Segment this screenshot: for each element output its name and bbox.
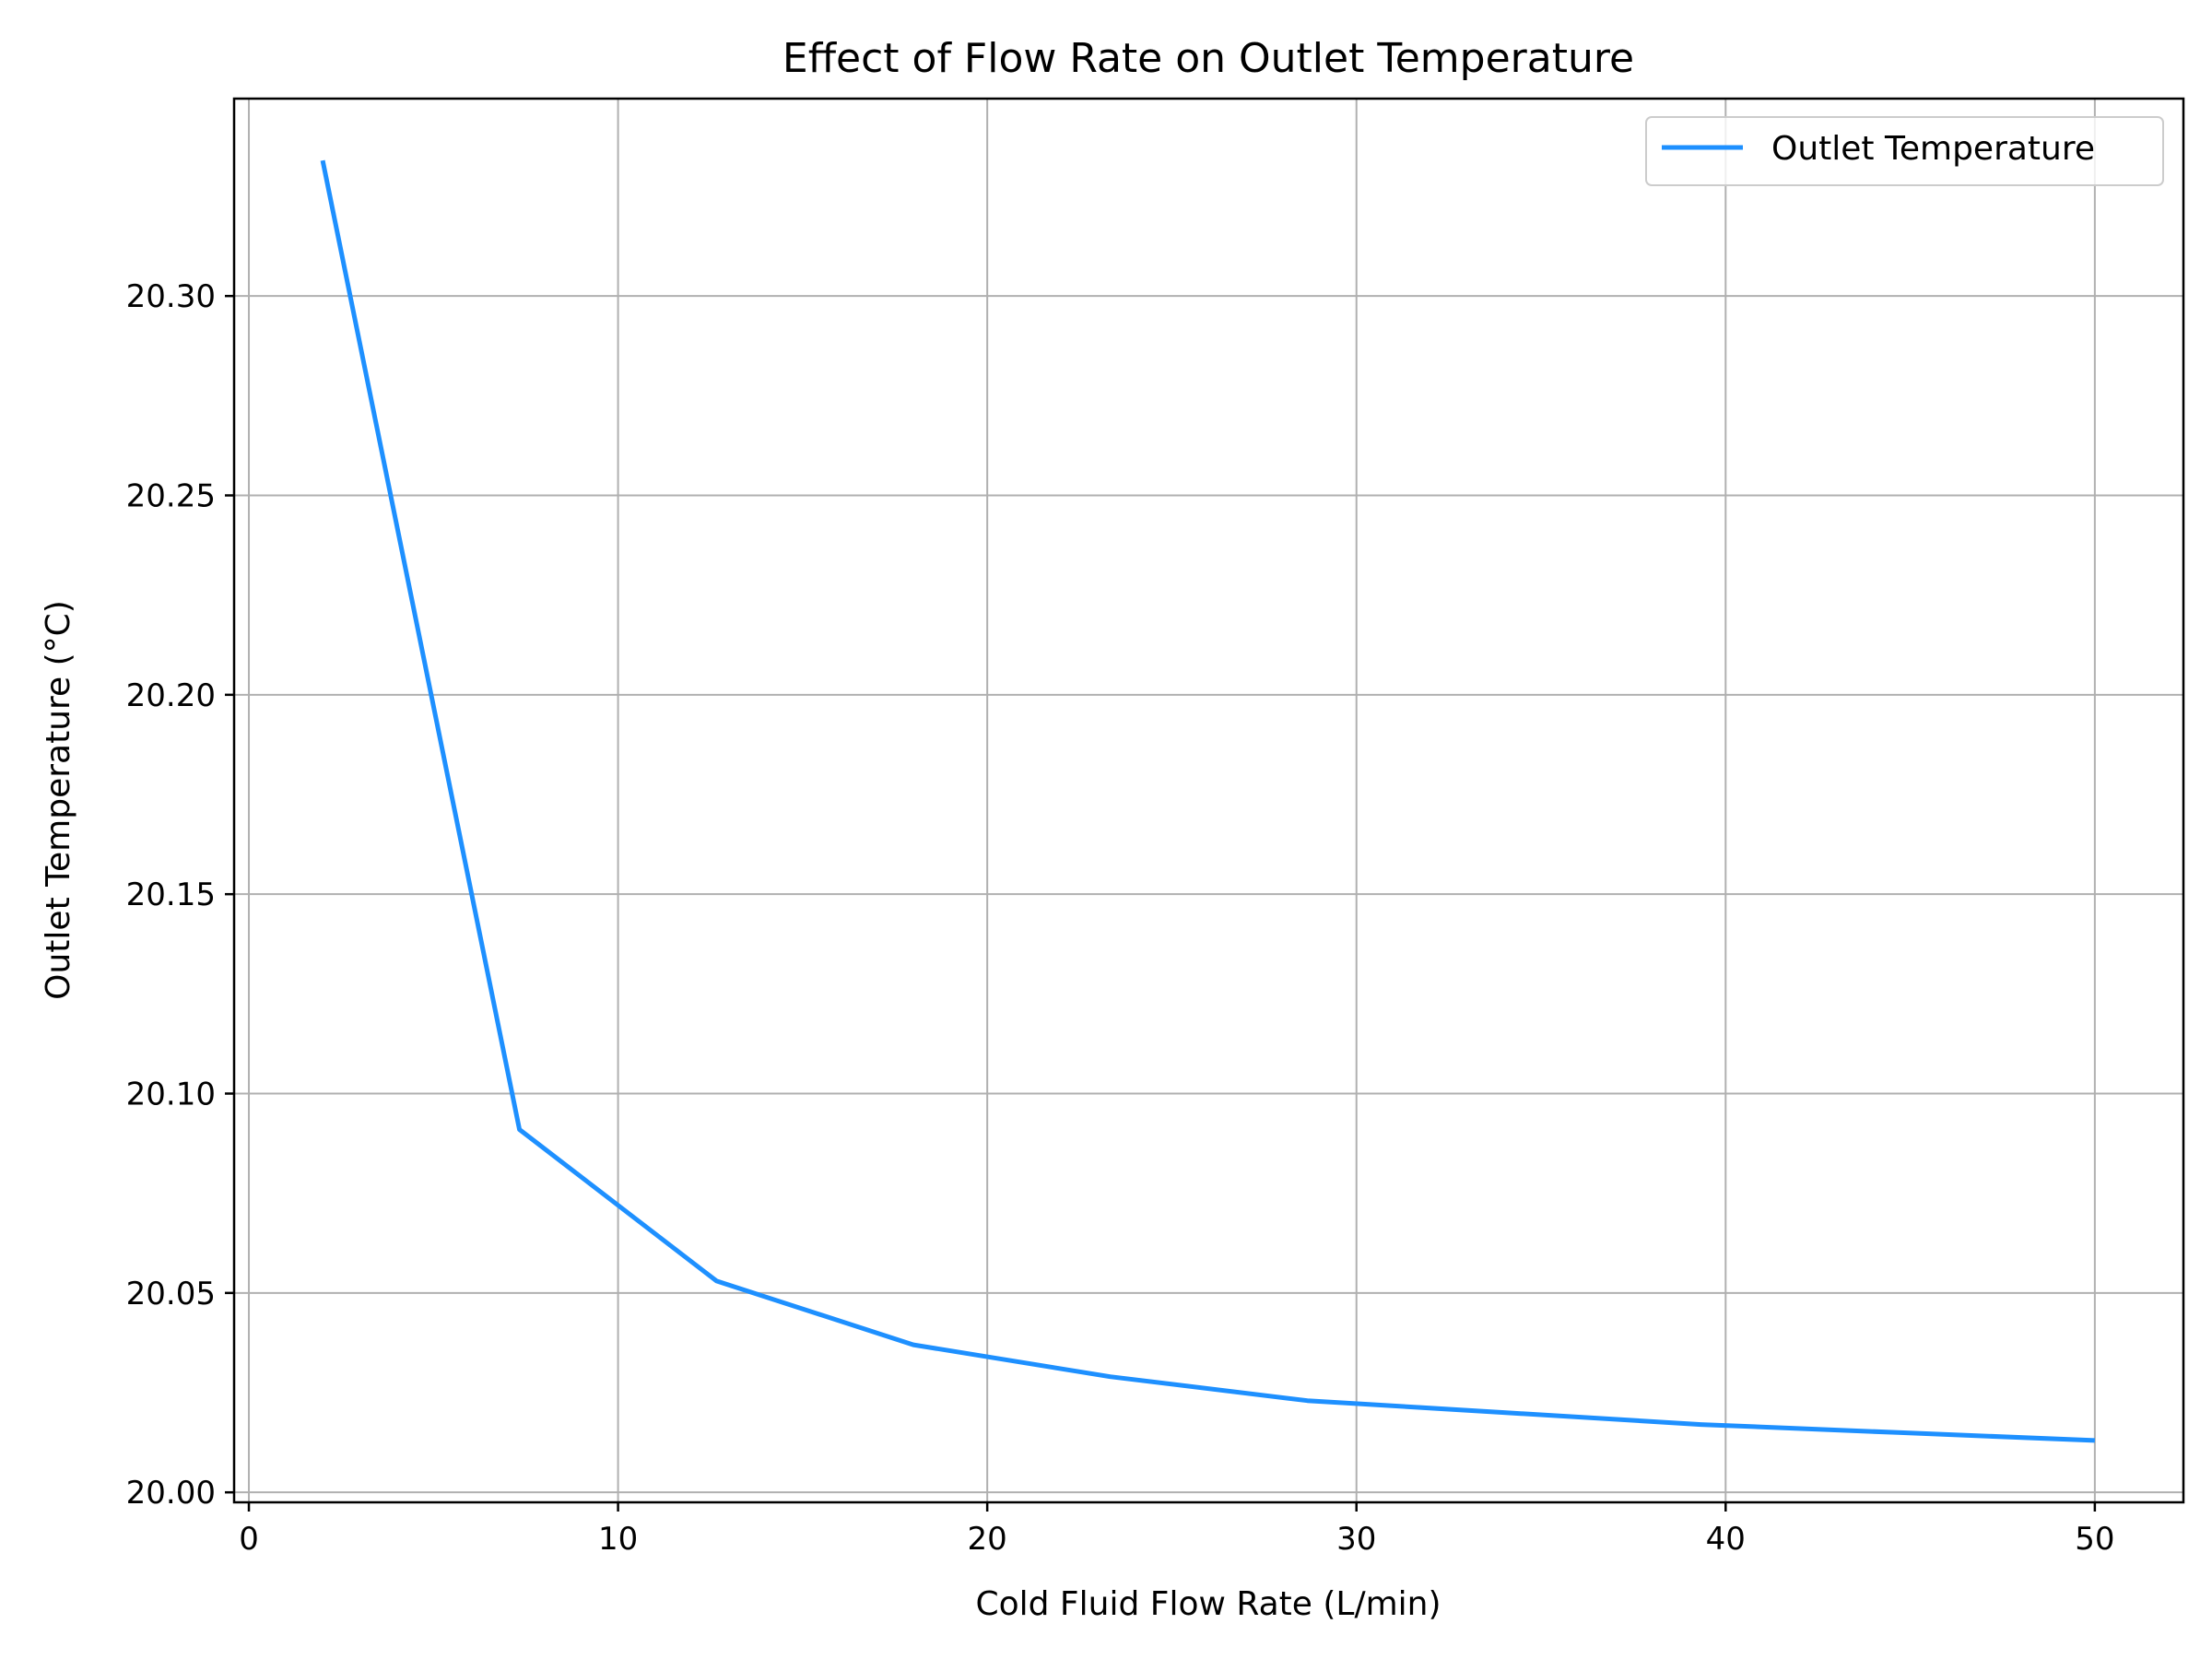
grid-lines: [234, 99, 2183, 1502]
x-tick-label: 30: [1336, 1521, 1376, 1558]
x-tick-label: 20: [968, 1521, 1007, 1558]
x-axis-label: Cold Fluid Flow Rate (L/min): [975, 1585, 1441, 1623]
legend-box: [1645, 116, 2164, 186]
legend: Outlet Temperature: [1645, 116, 2164, 186]
series-line: [320, 159, 2096, 1443]
y-tick-label: 20.15: [126, 877, 216, 913]
plot-frame: [232, 97, 2185, 1504]
x-axis-ticks: 0 10 20 30 40 50: [239, 1502, 2114, 1558]
y-tick-label: 20.30: [126, 278, 216, 315]
y-tick-label: 20.00: [126, 1475, 216, 1512]
x-tick-label: 50: [2075, 1521, 2114, 1558]
x-tick-label: 0: [239, 1521, 259, 1558]
y-tick-label: 20.05: [126, 1276, 216, 1312]
y-axis-label: Outlet Temperature (°C): [40, 600, 77, 1000]
legend-label: Outlet Temperature: [1771, 130, 2095, 168]
x-tick-label: 10: [598, 1521, 638, 1558]
y-axis-ticks: 20.00 20.05 20.10 20.15 20.20 20.25 20.30: [126, 278, 234, 1512]
y-tick-label: 20.20: [126, 677, 216, 714]
y-tick-label: 20.10: [126, 1077, 216, 1113]
y-tick-label: 20.25: [126, 478, 216, 515]
x-tick-label: 40: [1706, 1521, 1746, 1558]
chart-title: Effect of Flow Rate on Outlet Temperatur…: [782, 35, 1634, 82]
series-layer: [320, 159, 2096, 1443]
